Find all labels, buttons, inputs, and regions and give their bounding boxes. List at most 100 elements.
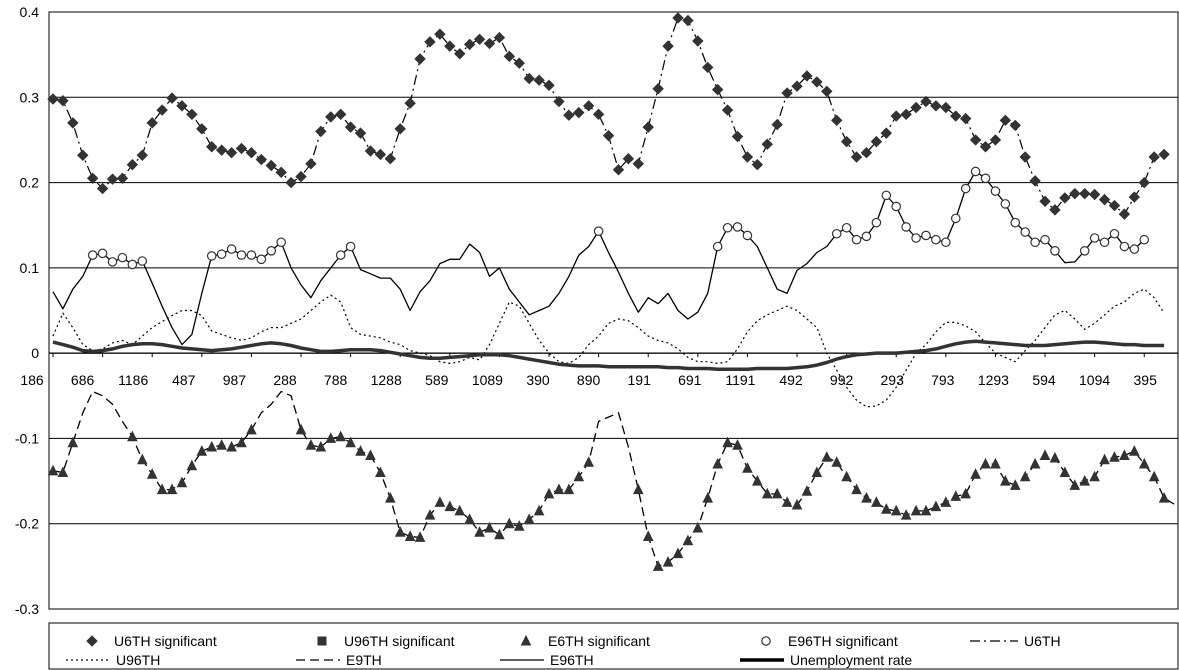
diamond-marker: [186, 108, 198, 121]
circle-marker: [1050, 246, 1060, 256]
diamond-marker: [781, 87, 793, 99]
circle-marker: [593, 226, 604, 236]
diamond-marker: [553, 95, 565, 108]
triangle-marker: [196, 445, 208, 456]
triangle-marker: [1039, 449, 1051, 460]
diamond-marker: [166, 92, 178, 104]
diamond-marker: [999, 114, 1012, 127]
circle-marker: [137, 256, 148, 266]
legend-label: E96TH significant: [788, 633, 898, 649]
diamond-marker: [731, 130, 744, 143]
circle-marker: [990, 186, 1001, 196]
diamond-marker: [444, 40, 456, 52]
triangle-marker: [335, 430, 346, 442]
circle-marker: [1030, 237, 1040, 248]
circle-marker: [722, 222, 733, 233]
diamond-marker: [573, 106, 585, 119]
y-tick-label: 0: [31, 345, 39, 361]
triangle-marker: [226, 440, 237, 452]
triangle-marker: [801, 485, 813, 496]
diamond-marker: [940, 101, 952, 114]
diamond-marker: [890, 110, 902, 122]
diamond-marker: [652, 83, 664, 95]
x-tick-label: 1293: [978, 372, 1009, 388]
triangle-marker: [563, 483, 575, 495]
circle-marker: [1010, 217, 1021, 228]
diamond-marker: [582, 100, 595, 112]
circle-marker: [851, 234, 862, 245]
triangle-marker: [930, 500, 942, 512]
diamond-marker: [771, 118, 783, 131]
triangle-marker: [1089, 470, 1100, 482]
diamond-marker: [533, 74, 545, 86]
diamond-marker: [67, 117, 79, 129]
triangle-marker: [553, 483, 565, 495]
x-tick-label: 1089: [472, 372, 503, 388]
diamond-marker: [791, 80, 803, 92]
triangle-marker: [1079, 474, 1091, 486]
x-tick-label: 890: [577, 372, 601, 388]
y-tick-label: 0.1: [20, 260, 40, 276]
diamond-marker: [950, 110, 962, 122]
diamond-marker: [285, 176, 297, 189]
diamond-marker: [146, 117, 158, 129]
triangle-marker: [136, 453, 148, 465]
triangle-marker: [960, 487, 971, 499]
triangle-marker: [712, 457, 723, 469]
circle-marker: [1000, 199, 1011, 209]
circle-marker: [881, 190, 892, 201]
legend-label: U6TH significant: [114, 633, 217, 649]
triangle-marker: [821, 451, 833, 462]
diamond-marker: [57, 94, 69, 107]
triangle-marker: [365, 449, 376, 460]
diamond-marker: [1039, 195, 1051, 208]
triangle-marker: [1099, 453, 1110, 465]
triangle-marker: [1138, 457, 1150, 469]
diamond-marker: [523, 72, 535, 85]
circle-marker: [841, 222, 852, 233]
diamond-marker: [513, 57, 525, 69]
diamond-marker: [969, 134, 982, 146]
x-tick-label: 992: [830, 372, 854, 388]
diamond-marker: [344, 121, 357, 133]
diamond-marker: [711, 83, 724, 96]
triangle-marker: [583, 456, 595, 467]
diamond-marker: [801, 70, 813, 82]
diamond-marker: [86, 172, 99, 185]
triangle-marker: [692, 521, 704, 533]
triangle-marker: [761, 487, 773, 499]
diamond-marker: [225, 147, 238, 159]
diamond-marker: [1029, 175, 1041, 187]
triangle-marker: [67, 436, 79, 448]
legend-triangle-icon: [520, 634, 532, 646]
circle-marker: [970, 166, 981, 177]
diamond-marker: [454, 48, 466, 60]
triangle-marker: [315, 440, 327, 452]
circle-marker: [861, 231, 872, 242]
diamond-marker: [1019, 151, 1031, 163]
diamond-marker: [930, 100, 942, 112]
x-axis: [49, 352, 1178, 358]
diamond-marker: [602, 129, 615, 142]
x-tick-label: 594: [1032, 372, 1056, 388]
triangle-marker: [702, 492, 714, 503]
diamond-marker: [473, 33, 486, 45]
circle-marker: [960, 183, 971, 194]
diamond-marker: [156, 104, 168, 116]
diamond-marker: [1108, 199, 1121, 212]
diamond-marker: [900, 108, 912, 121]
circle-marker: [276, 237, 286, 248]
triangle-marker: [752, 474, 763, 486]
diamond-marker: [245, 147, 258, 159]
triangle-marker: [1158, 492, 1170, 503]
triangle-marker: [851, 483, 862, 495]
diamond-marker: [47, 93, 59, 105]
triangle-marker: [166, 483, 178, 495]
circle-marker: [1089, 233, 1100, 243]
circle-marker: [107, 257, 118, 267]
legend: U6TH significant U96TH significant E6TH si…: [48, 622, 1179, 670]
triangle-marker: [206, 440, 218, 452]
x-tick-label: 788: [324, 372, 348, 388]
circle-marker: [941, 237, 951, 248]
x-tick-label: 288: [273, 372, 297, 388]
